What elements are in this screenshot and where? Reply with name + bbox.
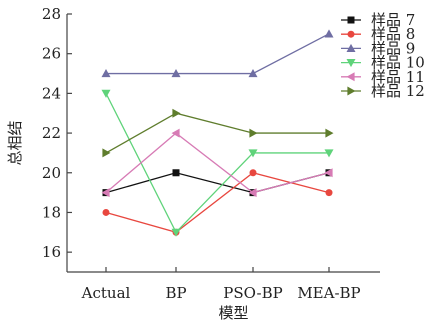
- x-tick-label: BP: [165, 284, 186, 302]
- data-point: [325, 189, 333, 197]
- y-axis-title: 总相结: [6, 120, 24, 165]
- data-point: [171, 69, 181, 78]
- data-point: [248, 69, 258, 78]
- data-point: [172, 169, 180, 177]
- series-line: [106, 33, 330, 75]
- data-point: [324, 168, 333, 178]
- data-point: [249, 169, 257, 177]
- series-3: [101, 29, 334, 78]
- data-point: [171, 128, 180, 138]
- y-tick-label: 26: [42, 45, 61, 63]
- data-point: [172, 108, 181, 118]
- data-point: [101, 69, 111, 78]
- data-point: [248, 188, 257, 198]
- legend-marker: [346, 59, 356, 68]
- x-tick-label: PSO-BP: [223, 284, 282, 302]
- y-tick-label: 16: [42, 243, 61, 261]
- y-tick-label: 24: [42, 84, 61, 102]
- series-4: [101, 89, 334, 237]
- x-axis-title: 模型: [218, 304, 248, 322]
- data-point: [249, 128, 258, 138]
- legend-label: 样品 7: [371, 11, 415, 29]
- y-tick-label: 20: [42, 164, 61, 182]
- series-6: [102, 108, 334, 158]
- legend-item: 样品 7: [341, 11, 415, 29]
- legend-label: 样品 10: [371, 54, 425, 72]
- legend-label: 样品 9: [371, 39, 415, 57]
- legend-item: 样品 10: [341, 54, 425, 72]
- axes: 16 18 20 22 24 26 28 Actual BP PSO-BP MEA-BP 模型 总相结: [6, 5, 380, 322]
- data-point: [101, 188, 110, 198]
- legend-item: 样品 9: [341, 39, 415, 57]
- legend-marker: [346, 43, 356, 52]
- legend-marker: [347, 16, 355, 24]
- x-tick-label: Actual: [81, 284, 131, 302]
- y-tick-label: 28: [42, 5, 61, 23]
- data-point: [324, 149, 334, 158]
- legend-label: 样品 8: [371, 25, 415, 43]
- legend-marker: [347, 86, 356, 96]
- series-line: [105, 93, 329, 234]
- data-point: [171, 228, 181, 237]
- series-line: [105, 112, 329, 154]
- series-layer: [101, 29, 334, 237]
- data-point: [325, 128, 334, 138]
- legend-item: 样品 11: [341, 68, 425, 86]
- series-line: [105, 132, 330, 194]
- data-point: [102, 148, 111, 158]
- y-tick-label: 18: [42, 203, 61, 221]
- data-point: [248, 149, 258, 158]
- legend-item: 样品 8: [341, 25, 415, 43]
- data-point: [101, 89, 111, 98]
- legend-marker: [347, 30, 355, 38]
- legend-label: 样品 11: [371, 68, 425, 86]
- data-point: [102, 208, 110, 216]
- legend-marker: [346, 72, 355, 82]
- series-5: [101, 128, 333, 198]
- y-tick-label: 22: [42, 124, 61, 142]
- legend-label: 样品 12: [371, 82, 425, 100]
- series-1: [102, 169, 333, 197]
- series-2: [102, 169, 333, 236]
- x-tick-label: MEA-BP: [297, 284, 360, 302]
- legend-item: 样品 12: [341, 82, 425, 100]
- data-point: [324, 29, 334, 38]
